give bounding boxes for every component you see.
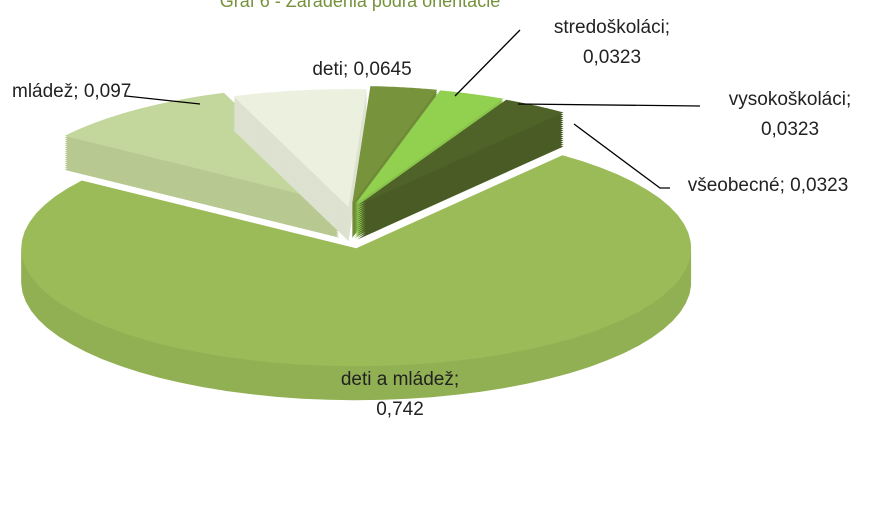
data-label: 0,0323 xyxy=(761,119,819,140)
data-label: 0,0323 xyxy=(583,47,641,68)
slice xyxy=(354,90,504,205)
chart-title: Graf 6 - Zaradenia podľa orientácie xyxy=(220,0,500,11)
slice xyxy=(352,86,438,204)
label-separator: ; xyxy=(454,369,459,390)
slice xyxy=(357,99,564,206)
label-category: vysokoškoláci xyxy=(729,89,846,110)
data-label: mládež; 0,097 xyxy=(12,81,131,102)
label-value: 0,0323 xyxy=(790,175,848,196)
data-label: stredoškoláci; xyxy=(554,17,670,38)
label-separator: ; xyxy=(73,81,84,102)
label-category: všeobecné xyxy=(688,175,780,196)
leader-line xyxy=(517,103,701,107)
label-category: mládež xyxy=(12,81,73,102)
label-category: deti xyxy=(312,59,343,80)
data-label: deti; 0,0645 xyxy=(312,59,411,80)
label-value: 0,742 xyxy=(376,399,424,420)
leader-line xyxy=(454,29,521,97)
slice xyxy=(233,89,367,208)
label-separator: ; xyxy=(343,59,354,80)
slice xyxy=(64,92,340,204)
slice xyxy=(21,155,692,367)
label-separator: ; xyxy=(665,17,670,38)
label-value: 0,0323 xyxy=(761,119,819,140)
data-label: deti a mládež; xyxy=(341,369,459,390)
leader-line xyxy=(573,123,670,189)
label-value: 0,097 xyxy=(84,81,132,102)
label-value: 0,0645 xyxy=(354,59,412,80)
leader-line xyxy=(125,95,201,105)
label-value: 0,0323 xyxy=(583,47,641,68)
label-separator: ; xyxy=(780,175,791,196)
label-category: stredoškoláci xyxy=(554,17,665,38)
data-label: všeobecné; 0,0323 xyxy=(688,175,849,196)
label-separator: ; xyxy=(846,89,851,110)
label-category: deti a mládež xyxy=(341,369,454,390)
data-label: vysokoškoláci; xyxy=(729,89,852,110)
data-label: 0,742 xyxy=(376,399,424,420)
